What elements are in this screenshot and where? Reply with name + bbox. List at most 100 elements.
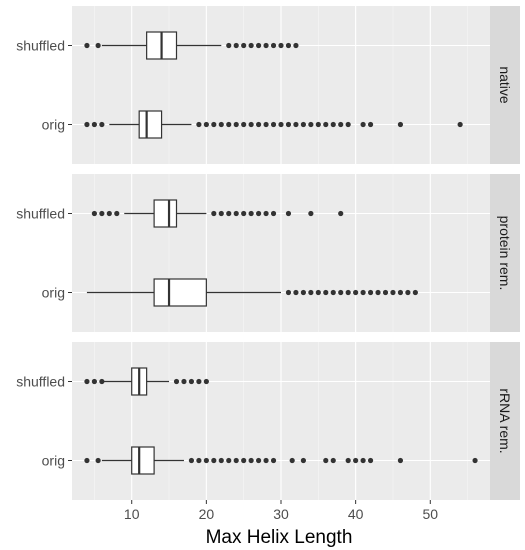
outlier-point: [367, 289, 374, 296]
y-tick-label: orig: [42, 453, 65, 469]
outlier-point: [412, 289, 418, 296]
outlier-point: [382, 289, 389, 296]
outlier-point: [338, 289, 344, 296]
outlier-point: [248, 121, 254, 128]
outlier-point: [233, 210, 239, 217]
outlier-point: [263, 42, 269, 49]
outlier-point: [84, 378, 90, 385]
outlier-point: [353, 457, 359, 464]
outlier-point: [353, 289, 359, 296]
outlier-point: [106, 210, 112, 217]
outlier-point: [270, 121, 277, 128]
outlier-point: [248, 42, 254, 49]
y-tick-label: shuffled: [16, 374, 65, 390]
outlier-point: [293, 121, 299, 128]
outlier-point: [233, 457, 239, 464]
facet-strip-label: protein rem.: [497, 216, 513, 291]
outlier-point: [203, 121, 209, 128]
outlier-point: [226, 42, 232, 49]
outlier-point: [241, 121, 247, 128]
outlier-point: [91, 121, 97, 128]
outlier-point: [95, 457, 101, 464]
y-tick-label: shuffled: [16, 38, 65, 54]
outlier-point: [270, 42, 277, 49]
outlier-point: [226, 457, 232, 464]
outlier-point: [375, 289, 381, 296]
outlier-point: [300, 121, 306, 128]
outlier-point: [248, 210, 254, 217]
outlier-point: [256, 42, 262, 49]
outlier-point: [218, 457, 224, 464]
x-tick-label: 10: [124, 506, 140, 522]
outlier-point: [300, 289, 306, 296]
iqr-box: [153, 199, 178, 228]
outlier-point: [241, 210, 247, 217]
outlier-point: [203, 378, 209, 385]
outlier-point: [345, 457, 351, 464]
outlier-point: [188, 457, 195, 464]
outlier-point: [114, 210, 120, 217]
facet-panel-2: shuffled orig rRNA rem.: [16, 342, 520, 500]
outlier-point: [367, 121, 374, 128]
box-orig: [84, 110, 463, 139]
outlier-point: [84, 457, 90, 464]
outlier-point: [345, 121, 351, 128]
outlier-point: [211, 457, 217, 464]
outlier-point: [315, 121, 321, 128]
outlier-point: [338, 121, 344, 128]
box-orig: [84, 446, 478, 475]
outlier-point: [226, 210, 232, 217]
facet-panel-1: shuffled orig protein rem.: [16, 174, 520, 332]
facet-strip: [490, 174, 520, 332]
outlier-point: [263, 121, 269, 128]
outlier-point: [173, 378, 180, 385]
outlier-point: [84, 42, 90, 49]
outlier-point: [91, 210, 97, 217]
outlier-point: [263, 210, 269, 217]
outlier-point: [84, 121, 90, 128]
facet-panel-0: shuffled orig native: [16, 6, 520, 164]
outlier-point: [323, 289, 329, 296]
outlier-point: [256, 210, 262, 217]
outlier-point: [188, 378, 195, 385]
outlier-point: [99, 121, 105, 128]
outlier-point: [315, 289, 321, 296]
x-axis-title: Max Helix Length: [206, 527, 353, 548]
facet-strip: [490, 342, 520, 500]
outlier-point: [457, 121, 463, 128]
outlier-point: [181, 378, 187, 385]
outlier-point: [330, 121, 336, 128]
outlier-point: [345, 289, 351, 296]
outlier-point: [367, 457, 374, 464]
outlier-point: [241, 457, 247, 464]
iqr-box: [138, 110, 163, 139]
outlier-point: [226, 121, 232, 128]
y-tick-label: orig: [42, 117, 65, 133]
outlier-point: [300, 457, 306, 464]
outlier-point: [330, 289, 336, 296]
outlier-point: [397, 457, 404, 464]
box-shuffled: [91, 199, 344, 228]
outlier-point: [99, 378, 105, 385]
box-shuffled: [84, 31, 299, 60]
facet-strip: [490, 6, 520, 164]
outlier-point: [308, 289, 314, 296]
outlier-point: [323, 457, 329, 464]
outlier-point: [308, 121, 314, 128]
y-tick-label: shuffled: [16, 206, 65, 222]
outlier-point: [289, 457, 295, 464]
outlier-point: [330, 457, 336, 464]
outlier-point: [256, 457, 262, 464]
outlier-point: [270, 457, 277, 464]
outlier-point: [285, 210, 292, 217]
outlier-point: [218, 121, 224, 128]
outlier-point: [360, 457, 366, 464]
outlier-point: [256, 121, 262, 128]
iqr-box: [131, 446, 155, 475]
outlier-point: [99, 210, 105, 217]
outlier-point: [91, 378, 97, 385]
box-orig: [86, 278, 418, 307]
outlier-point: [338, 210, 344, 217]
facet-strip-label: rRNA rem.: [497, 388, 513, 453]
outlier-point: [278, 121, 284, 128]
